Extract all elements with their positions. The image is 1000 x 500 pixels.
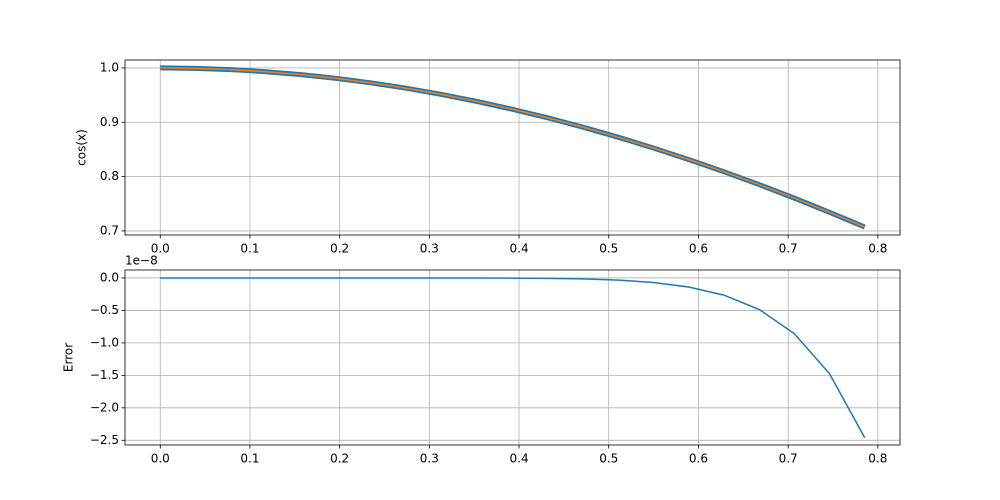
data-line — [160, 67, 866, 228]
x-tick-label: 0.5 — [599, 242, 618, 256]
y-tick-label: −0.5 — [90, 303, 119, 317]
x-tick-label: 0.4 — [510, 242, 529, 256]
x-tick-label: 0.2 — [330, 452, 349, 466]
x-tick-label: 0.0 — [151, 242, 170, 256]
x-tick-label: 0.2 — [330, 242, 349, 256]
x-tick-label: 0.3 — [420, 452, 439, 466]
data-line — [160, 65, 866, 230]
y-tick-label: −2.5 — [90, 433, 119, 447]
y-tick-label: 0.9 — [100, 115, 119, 129]
y-axis-label: Error — [62, 343, 76, 372]
x-tick-label: 0.6 — [689, 452, 708, 466]
x-tick-label: 0.8 — [868, 242, 887, 256]
y-axis-label: cos(x) — [75, 129, 89, 166]
data-line — [160, 277, 866, 439]
y-tick-label: −2.0 — [90, 400, 119, 414]
x-tick-label: 0.0 — [151, 452, 170, 466]
y-tick-label: 0.0 — [100, 270, 119, 284]
x-tick-label: 0.7 — [779, 452, 798, 466]
x-tick-label: 0.6 — [689, 242, 708, 256]
y-tick-label: 1.0 — [100, 60, 119, 74]
x-tick-label: 0.3 — [420, 242, 439, 256]
offset-text: 1e−8 — [125, 254, 158, 268]
y-tick-label: 0.8 — [100, 169, 119, 183]
y-tick-label: −1.5 — [90, 368, 119, 382]
x-tick-label: 0.8 — [868, 452, 887, 466]
x-tick-label: 0.1 — [240, 452, 259, 466]
y-tick-label: −1.0 — [90, 335, 119, 349]
x-tick-label: 0.4 — [510, 452, 529, 466]
axes-frame — [124, 59, 901, 236]
x-tick-label: 0.1 — [240, 242, 259, 256]
x-tick-label: 0.7 — [779, 242, 798, 256]
y-tick-label: 0.7 — [100, 223, 119, 237]
axes-frame — [124, 269, 901, 446]
x-tick-label: 0.5 — [599, 452, 618, 466]
